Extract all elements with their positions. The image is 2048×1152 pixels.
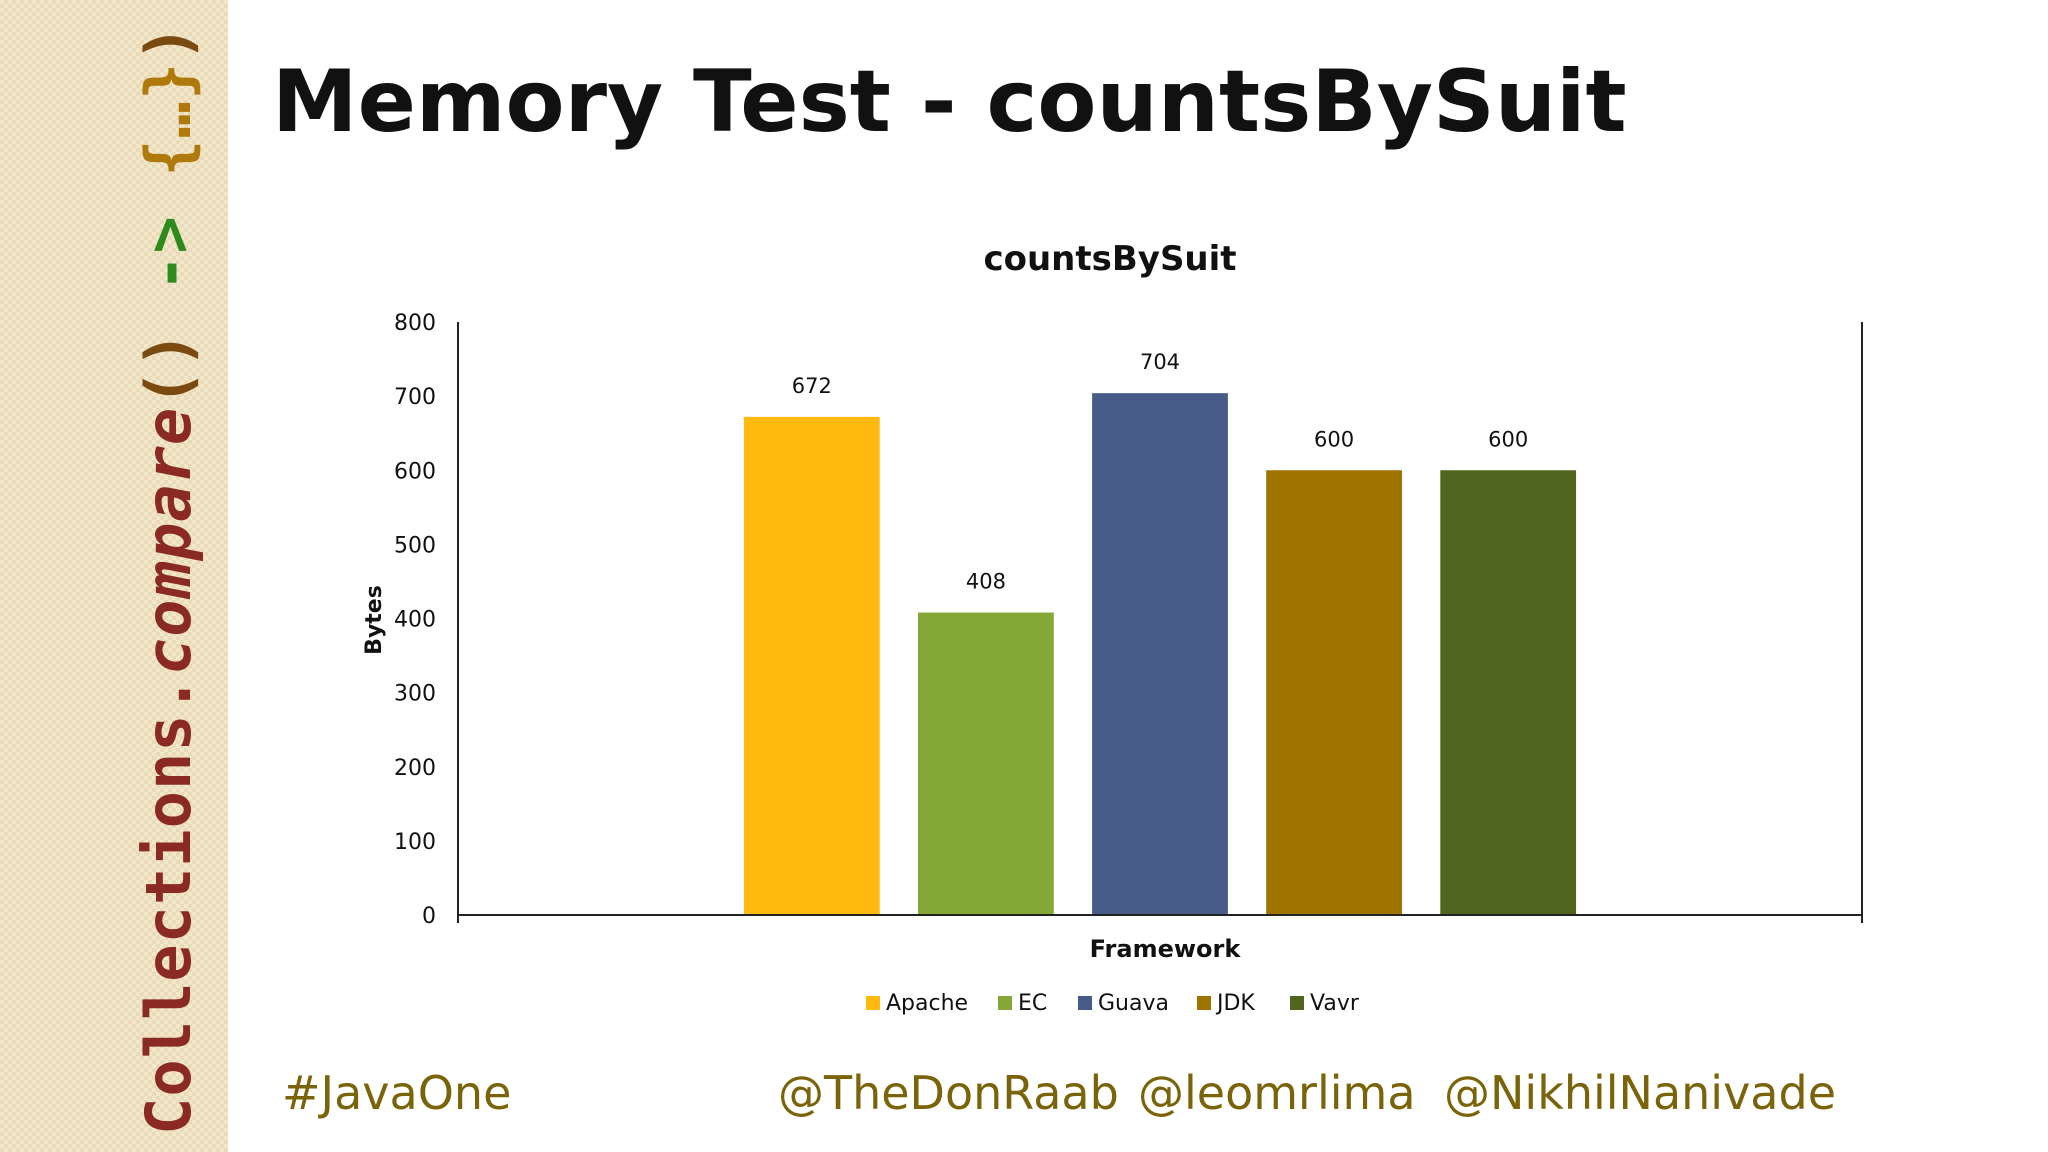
y-tick-label: 200 — [394, 756, 436, 781]
y-tick-label: 700 — [394, 385, 436, 410]
legend-label-vavr: Vavr — [1310, 991, 1360, 1016]
footer-hashtag: #JavaOne — [282, 1066, 512, 1120]
y-tick-label: 100 — [394, 830, 436, 855]
bar-jdk — [1266, 470, 1402, 915]
bar-apache — [743, 416, 880, 915]
y-axis-label: Bytes — [362, 585, 387, 655]
legend-swatch-apache — [866, 996, 880, 1010]
footer-handle-donraab: @TheDonRaab — [778, 1066, 1119, 1120]
data-label-vavr: 600 — [1488, 427, 1528, 451]
legend-label-apache: Apache — [886, 991, 968, 1016]
bar-vavr — [1440, 470, 1577, 915]
legend-label-ec: EC — [1018, 991, 1047, 1016]
y-tick-label: 800 — [394, 311, 436, 336]
legend-swatch-vavr — [1290, 996, 1304, 1010]
slide-title: Memory Test - countsBySuit — [272, 52, 1627, 152]
legend-label-guava: Guava — [1098, 991, 1169, 1016]
legend-label-jdk: JDK — [1215, 991, 1255, 1016]
y-tick-label: 0 — [422, 904, 436, 929]
footer-handle-leomrlima: @leomrlima — [1138, 1066, 1416, 1120]
legend-swatch-ec — [998, 996, 1012, 1010]
data-label-apache: 672 — [792, 374, 832, 398]
y-tick-label: 500 — [394, 533, 436, 558]
sidebar-banner: Collections.compare() -> {…}) — [0, 0, 228, 1152]
data-label-jdk: 600 — [1314, 427, 1354, 451]
footer-handle-nikhilnanivade: @NikhilNanivade — [1444, 1066, 1836, 1120]
x-axis-label: Framework — [1090, 935, 1242, 963]
bar-guava — [1092, 393, 1228, 915]
legend-swatch-jdk — [1197, 996, 1211, 1010]
y-tick-label: 400 — [394, 608, 436, 633]
chart-title: countsBySuit — [983, 239, 1236, 279]
data-label-ec: 408 — [966, 570, 1006, 594]
bar-ec — [918, 612, 1054, 915]
y-tick-label: 600 — [394, 459, 436, 484]
data-label-guava: 704 — [1140, 350, 1180, 374]
legend-swatch-guava — [1078, 996, 1092, 1010]
y-tick-label: 300 — [394, 682, 436, 707]
